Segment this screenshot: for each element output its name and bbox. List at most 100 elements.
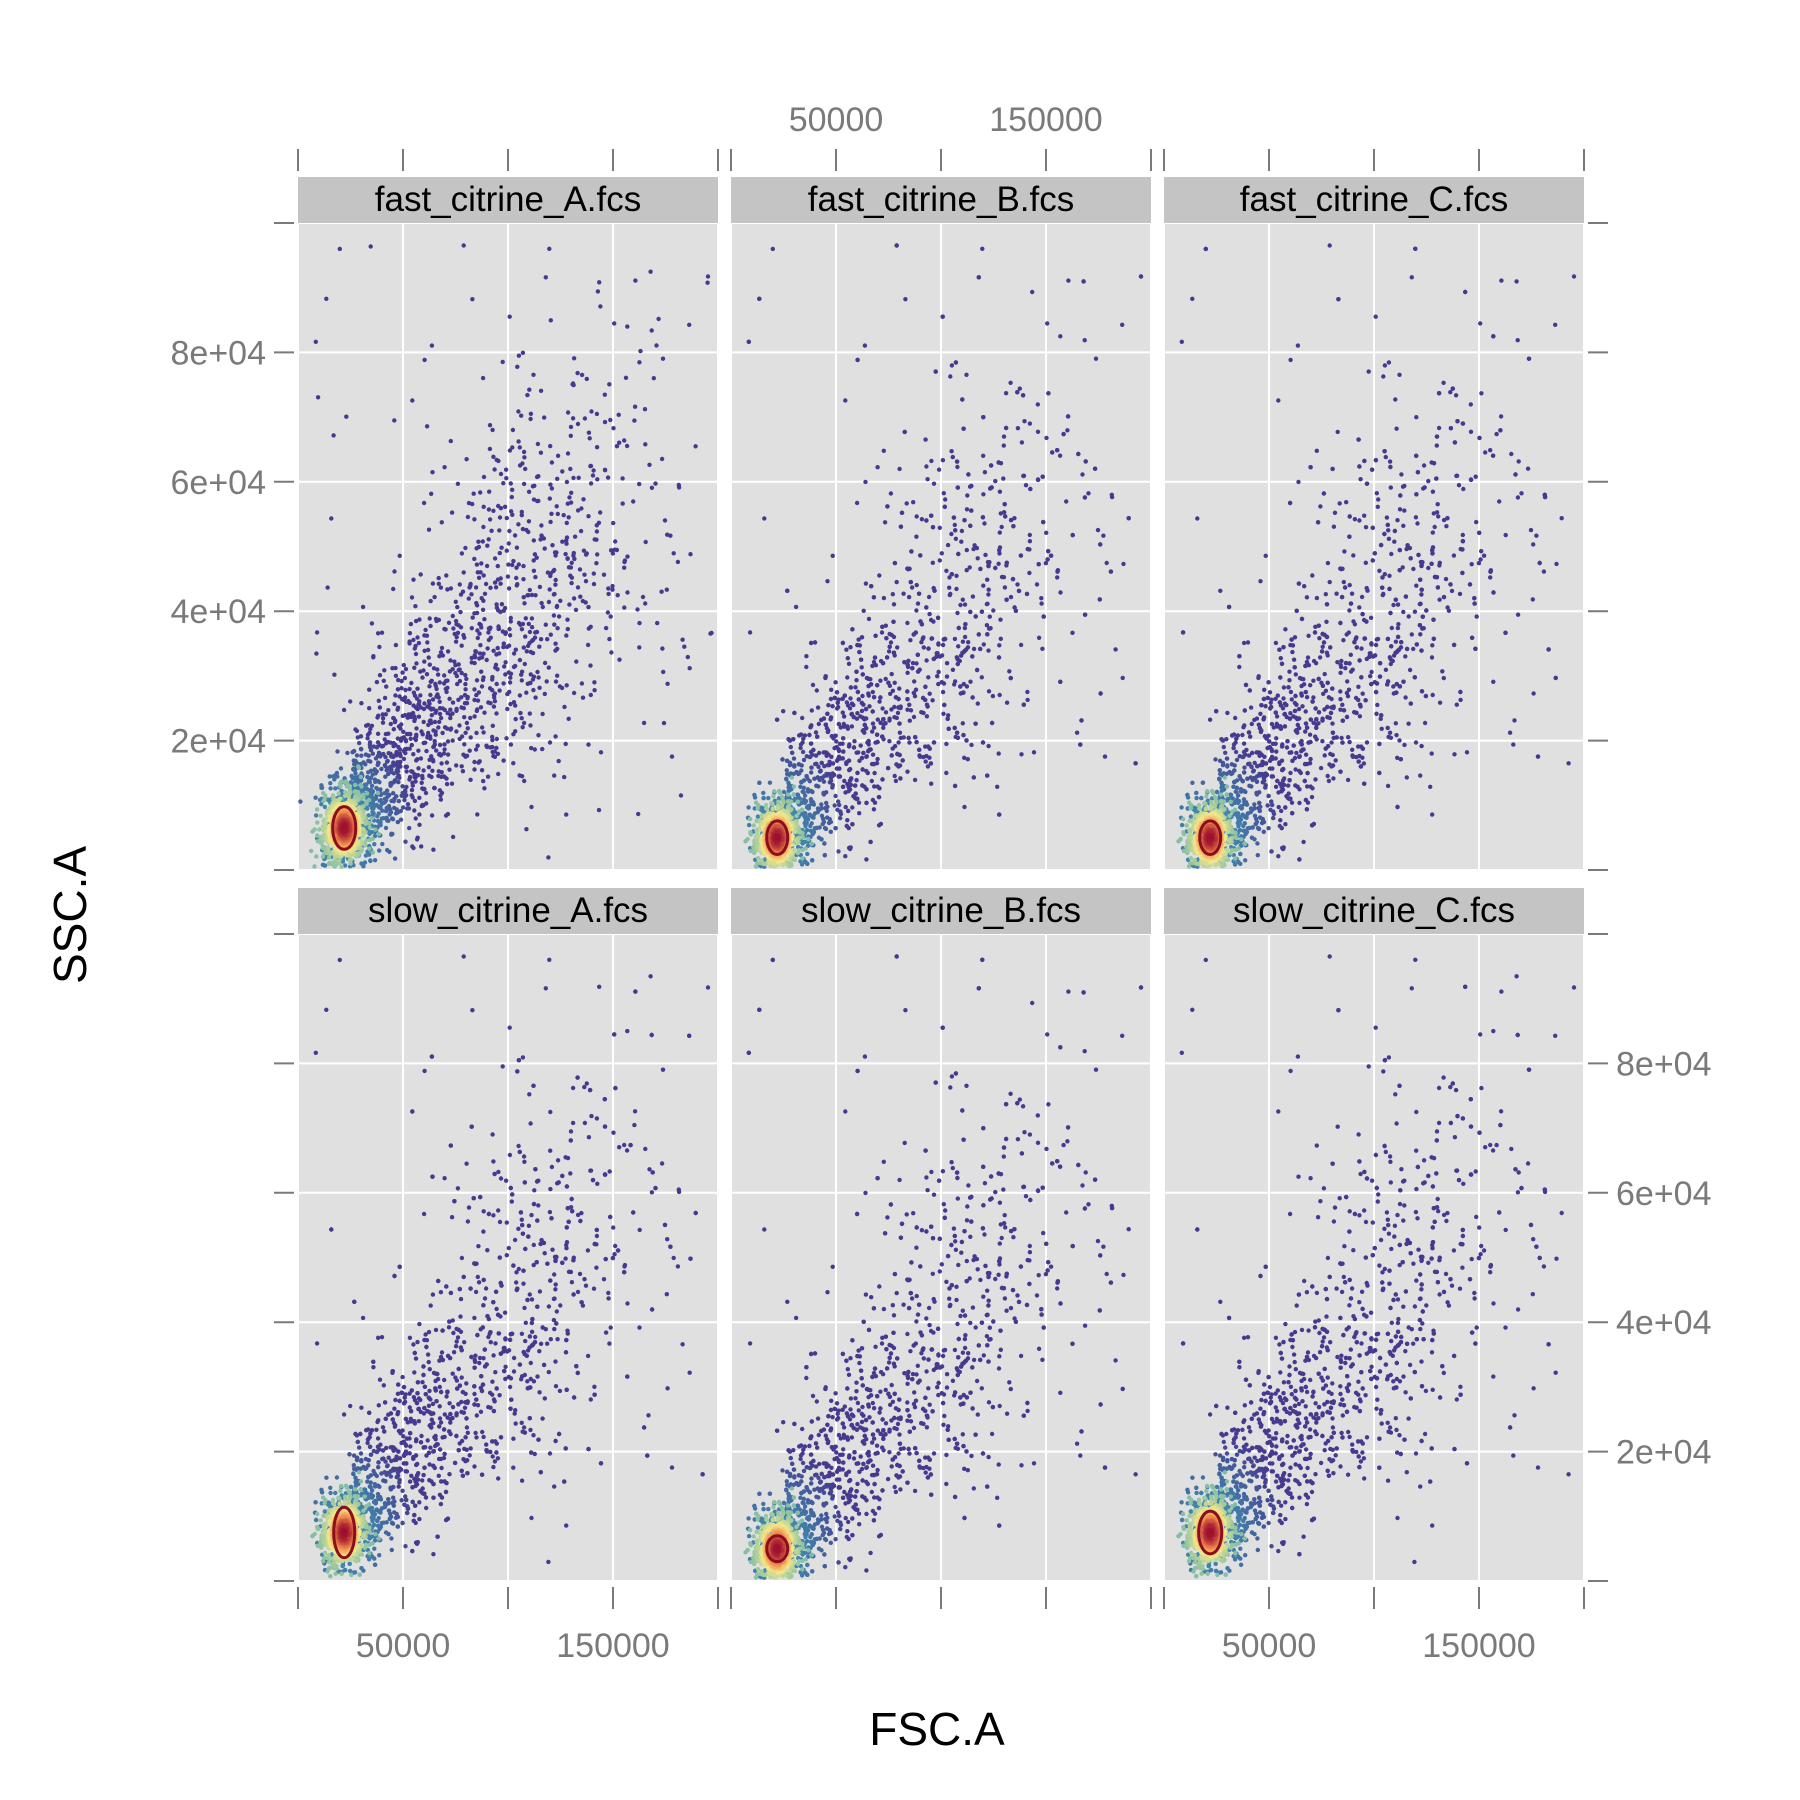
data-point bbox=[429, 678, 434, 683]
data-point bbox=[841, 724, 847, 729]
data-point bbox=[552, 622, 557, 627]
data-point bbox=[638, 348, 643, 354]
data-point bbox=[444, 781, 450, 787]
data-point bbox=[856, 800, 862, 805]
data-point bbox=[800, 789, 805, 794]
data-point bbox=[442, 747, 447, 752]
data-point bbox=[548, 443, 553, 449]
data-point bbox=[1013, 608, 1019, 613]
data-point bbox=[523, 634, 528, 639]
data-point bbox=[970, 695, 975, 700]
data-point bbox=[473, 585, 479, 590]
data-point bbox=[431, 759, 436, 764]
data-point bbox=[1027, 570, 1032, 576]
data-point bbox=[969, 742, 974, 748]
data-point bbox=[519, 774, 525, 779]
data-point bbox=[748, 832, 754, 837]
data-point bbox=[886, 680, 891, 685]
data-point bbox=[480, 607, 486, 612]
data-point bbox=[845, 726, 851, 731]
data-point bbox=[993, 478, 998, 484]
data-point bbox=[997, 530, 1002, 535]
data-point bbox=[792, 764, 797, 769]
data-point bbox=[531, 372, 536, 377]
data-point bbox=[940, 458, 946, 463]
data-point bbox=[892, 744, 898, 749]
data-point bbox=[454, 622, 459, 627]
data-point bbox=[565, 617, 570, 622]
data-point bbox=[526, 519, 532, 524]
data-point bbox=[510, 562, 515, 568]
data-point bbox=[481, 730, 486, 735]
data-point bbox=[383, 712, 388, 717]
data-point bbox=[887, 631, 892, 637]
data-point bbox=[465, 514, 471, 520]
data-point bbox=[915, 652, 920, 657]
data-point bbox=[375, 731, 381, 736]
data-point bbox=[366, 770, 371, 775]
data-point bbox=[909, 549, 914, 554]
data-point bbox=[860, 693, 865, 699]
data-point bbox=[486, 630, 491, 635]
data-point bbox=[955, 735, 961, 740]
data-point bbox=[382, 737, 387, 742]
data-point bbox=[298, 799, 303, 804]
data-point bbox=[369, 816, 375, 821]
data-point bbox=[441, 681, 447, 686]
strip-label: fast_citrine_A.fcs bbox=[375, 180, 642, 219]
data-point bbox=[527, 387, 532, 392]
data-point bbox=[377, 644, 382, 650]
data-point bbox=[527, 629, 533, 635]
data-point bbox=[424, 672, 430, 677]
data-point bbox=[943, 497, 948, 502]
data-point bbox=[358, 774, 364, 780]
data-point bbox=[849, 711, 855, 717]
data-point bbox=[425, 647, 431, 653]
data-point bbox=[474, 730, 479, 736]
data-point bbox=[975, 556, 980, 561]
data-point bbox=[556, 758, 561, 764]
data-point bbox=[332, 777, 337, 782]
data-point bbox=[417, 795, 422, 800]
data-point bbox=[367, 706, 372, 711]
data-point bbox=[313, 339, 318, 344]
data-point bbox=[401, 729, 406, 734]
data-point bbox=[863, 706, 869, 712]
data-point bbox=[588, 463, 594, 469]
data-point bbox=[755, 806, 760, 811]
data-point bbox=[809, 765, 814, 770]
data-point bbox=[649, 485, 655, 490]
data-point bbox=[973, 614, 978, 619]
data-point bbox=[1008, 517, 1014, 523]
data-point bbox=[499, 602, 505, 607]
data-point bbox=[533, 695, 538, 700]
data-point bbox=[857, 811, 862, 816]
data-point bbox=[1083, 459, 1088, 464]
data-point bbox=[480, 539, 485, 544]
data-point bbox=[352, 789, 357, 794]
data-point bbox=[862, 722, 867, 728]
data-point bbox=[414, 696, 420, 701]
data-point bbox=[813, 761, 818, 767]
data-point bbox=[455, 604, 460, 610]
data-point bbox=[338, 784, 343, 789]
data-point bbox=[1108, 569, 1114, 574]
data-point bbox=[981, 583, 986, 588]
data-point bbox=[1003, 514, 1008, 519]
data-point bbox=[978, 646, 983, 652]
data-point bbox=[511, 558, 516, 564]
data-point bbox=[482, 591, 488, 596]
data-point bbox=[538, 637, 544, 642]
data-point bbox=[925, 477, 930, 482]
data-point bbox=[392, 701, 397, 707]
data-point bbox=[914, 534, 919, 539]
data-point bbox=[858, 714, 863, 719]
data-point bbox=[356, 765, 362, 770]
data-point bbox=[389, 754, 394, 759]
data-point bbox=[404, 769, 409, 774]
data-point bbox=[833, 793, 838, 799]
data-point bbox=[940, 642, 946, 648]
data-point bbox=[482, 710, 487, 715]
data-point bbox=[494, 681, 499, 687]
data-point bbox=[490, 749, 495, 755]
